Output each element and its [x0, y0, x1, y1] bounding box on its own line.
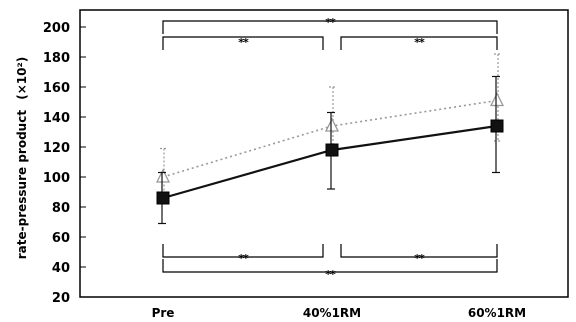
x-axis: Pre 40%1RM 60%1RM [152, 306, 527, 320]
point-triangle-0 [155, 168, 171, 183]
significance-brackets: ** ** ** ** ** ** [162, 16, 498, 281]
y-tick-label-0: 20 [52, 291, 70, 306]
point-triangle-1 [324, 117, 340, 132]
sig-bracket-top-0 [162, 36, 324, 50]
y-tick-label-1: 40 [52, 261, 70, 276]
sig-label-top-1: ** [414, 36, 425, 49]
sig-label-bottom-5: ** [325, 268, 336, 281]
sig-label-top-2: ** [325, 16, 336, 29]
y-tick-label-9: 200 [43, 21, 70, 36]
sig-bracket-bottom-4 [340, 244, 498, 258]
x-tick-label-0: Pre [152, 306, 175, 320]
x-tick-label-2: 60%1RM [468, 306, 526, 320]
sig-bracket-bottom-5 [162, 259, 498, 273]
sig-bracket-top-2 [162, 20, 498, 34]
y-tick-label-8: 180 [43, 51, 70, 66]
y-tick-label-5: 120 [43, 141, 70, 156]
y-axis-title-text: rate-pressure product [15, 110, 29, 260]
point-square-0 [156, 191, 170, 205]
y-tick-label-4: 100 [43, 171, 70, 186]
y-tick-label-3: 80 [52, 201, 70, 216]
sig-bracket-top-1 [340, 36, 498, 50]
series-layer [155, 53, 505, 225]
plot-frame [79, 9, 569, 298]
sig-label-bottom-3: ** [238, 252, 249, 265]
x-tick-label-1: 40%1RM [303, 306, 361, 320]
y-tick-label-7: 160 [43, 81, 70, 96]
series-line-0 [162, 124, 498, 200]
point-square-2 [490, 119, 504, 133]
point-square-1 [325, 143, 339, 157]
y-axis-title: rate-pressure product (×10²) [15, 57, 29, 260]
y-axis: 20 40 60 80 100 120 140 160 180 200 [43, 21, 86, 306]
sig-bracket-bottom-3 [162, 244, 324, 258]
y-tick-label-2: 60 [52, 231, 70, 246]
sig-label-top-0: ** [238, 36, 249, 49]
point-triangle-2 [489, 92, 505, 107]
y-tick-label-6: 140 [43, 111, 70, 126]
sig-label-bottom-4: ** [414, 252, 425, 265]
y-axis-title-unit: (×10²) [15, 57, 29, 100]
